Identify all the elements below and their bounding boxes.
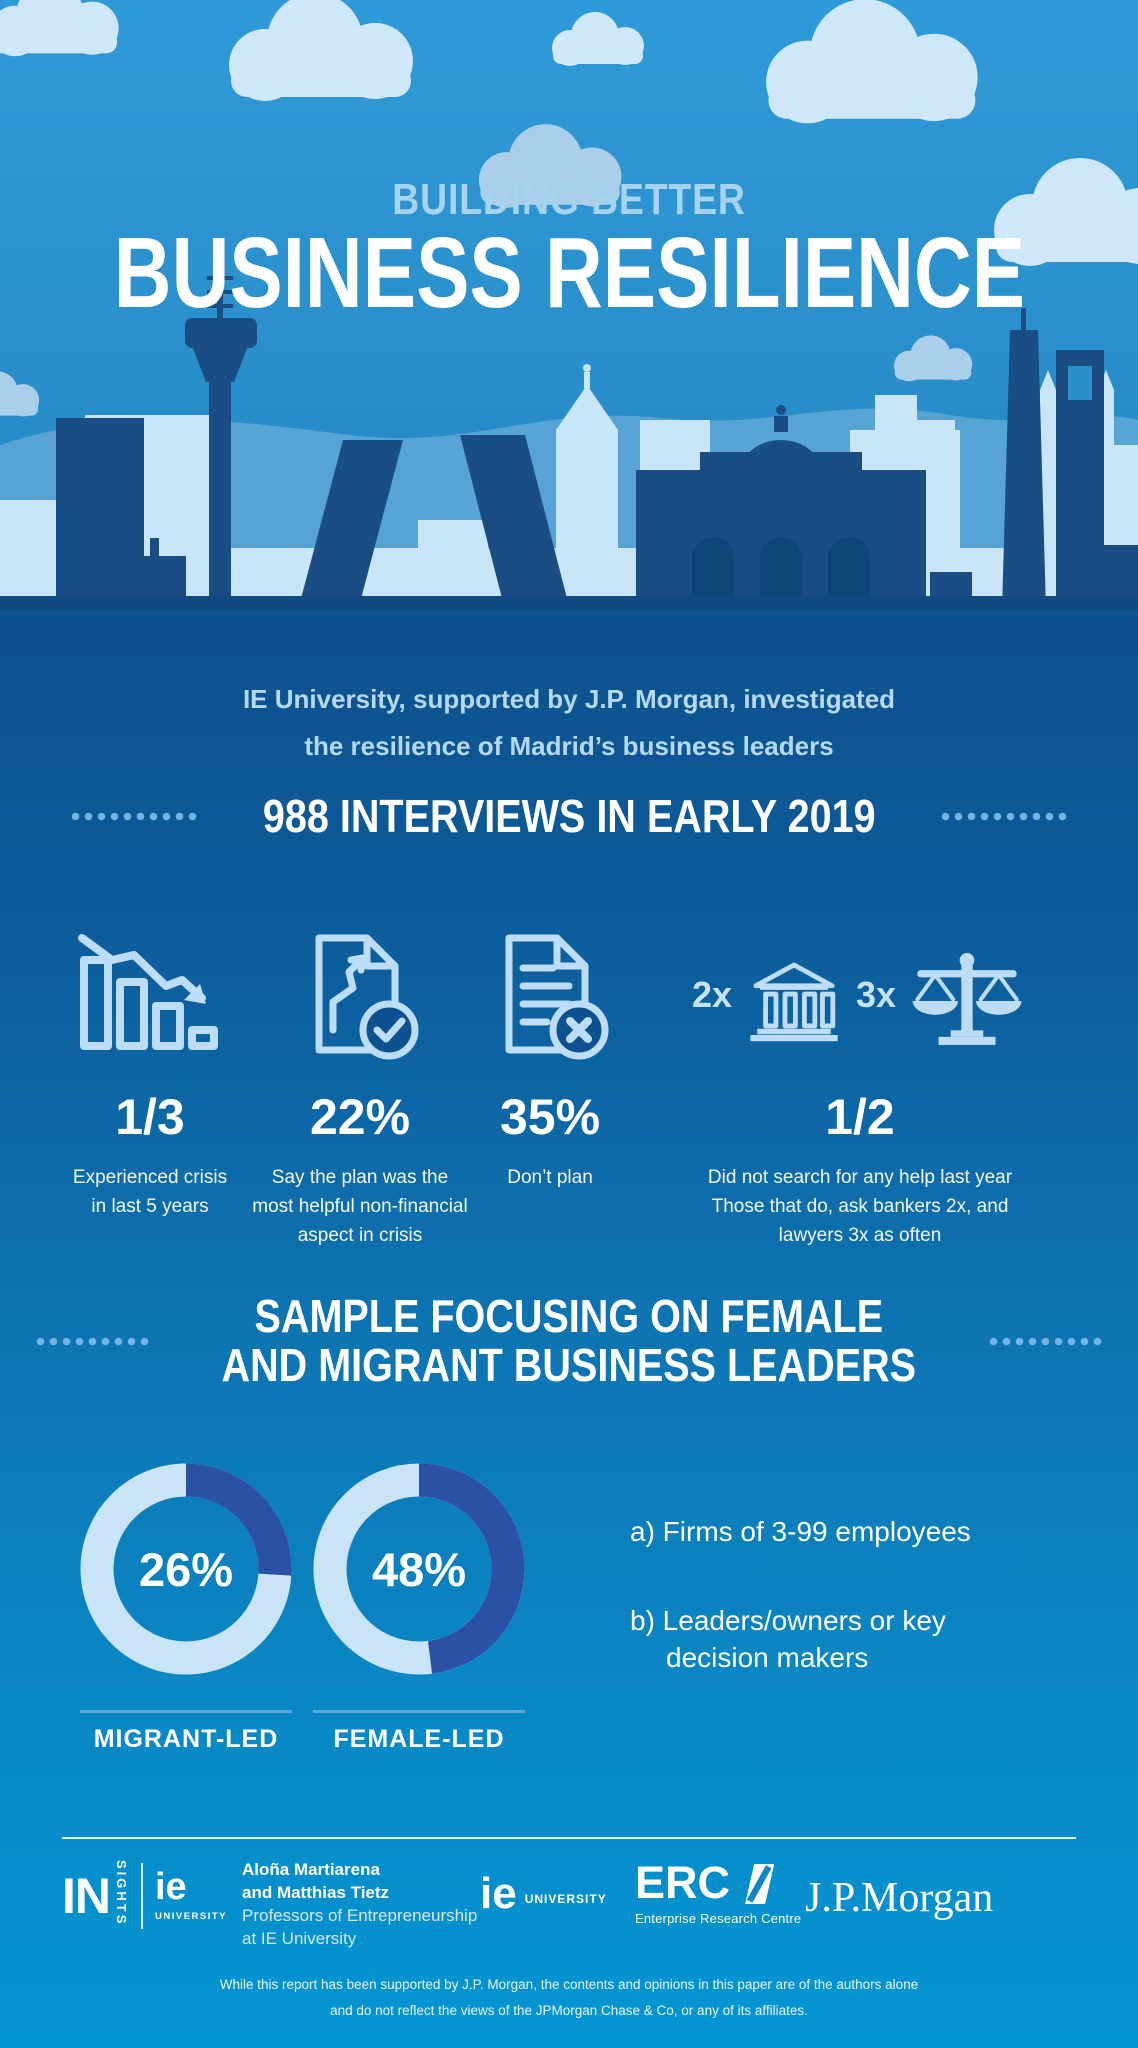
erc-slash-mark-icon xyxy=(745,1864,775,1904)
sample-heading: SAMPLE FOCUSING ON FEMALE AND MIGRANT BU… xyxy=(221,1290,917,1391)
donut-caption-female-led: FEMALE-LED xyxy=(313,1710,525,1754)
sample-criteria-list: a) Firms of 3-99 employees b) Leaders/ow… xyxy=(630,1513,1030,1676)
interviews-heading: 988 INTERVIEWS IN EARLY 2019 xyxy=(262,790,876,842)
stat-value: 1/3 xyxy=(115,1089,185,1145)
disclaimer-text: While this report has been supported by … xyxy=(219,1977,919,2018)
stat-caption: Did not search for any help last year Th… xyxy=(707,1167,1013,1246)
no-plan-document-icon xyxy=(505,934,609,1060)
criteria-item-a: a) Firms of 3-99 employees xyxy=(630,1516,971,1547)
cloud-icon xyxy=(0,0,1138,266)
stat-crisis: 1/3 Experienced crisis in last 5 years xyxy=(55,900,245,1221)
donut-value-label: 48% xyxy=(371,1542,467,1596)
label-rule xyxy=(80,1710,292,1713)
stat-caption: Experienced crisis in last 5 years xyxy=(72,1167,228,1217)
hero-section: BUILDING BETTER BUSINESS RESILIENCE xyxy=(0,0,1138,610)
arch-openings xyxy=(692,537,870,610)
stat-value: 1/2 xyxy=(825,1089,895,1145)
stat-caption: Don’t plan xyxy=(507,1167,593,1188)
stat-value: 22% xyxy=(309,1089,411,1145)
main-content: IE University, supported by J.P. Morgan,… xyxy=(0,610,1138,2048)
page-title: BUSINESS RESILIENCE xyxy=(113,217,1026,329)
stat-dont-plan: 35% Don’t plan xyxy=(465,900,635,1192)
falling-bar-chart-icon xyxy=(78,934,218,1050)
dotted-line-right xyxy=(941,812,1068,821)
label-rule xyxy=(313,1710,525,1713)
scales-of-justice-icon xyxy=(912,953,1022,1045)
stat-value: 35% xyxy=(499,1089,601,1145)
criteria-item-b: b) Leaders/owners or key decision makers xyxy=(630,1605,946,1673)
ie-university-logo: ie UNIVERSITY xyxy=(480,1869,607,1918)
hero-kicker: BUILDING BETTER xyxy=(392,175,746,224)
cloud-icon xyxy=(0,124,973,417)
donut-chart-female-led: 48% xyxy=(309,1459,529,1679)
donut-value-label: 26% xyxy=(138,1542,234,1596)
interviews-heading-row: 988 INTERVIEWS IN EARLY 2019 xyxy=(0,792,1138,841)
footer-divider xyxy=(62,1837,1076,1839)
stat-help-search: 2x 3x xyxy=(645,900,1075,1250)
footer-logos-row: IN SIGHTS ie UNIVERSITY Aloña Martiarena… xyxy=(0,1854,1138,1964)
donut-chart-migrant-led: 26% xyxy=(76,1459,296,1679)
intro-text: IE University, supported by J.P. Morgan,… xyxy=(242,684,896,761)
sample-heading-row: SAMPLE FOCUSING ON FEMALE AND MIGRANT BU… xyxy=(0,1292,1138,1390)
erc-logo: ERC Enterprise Research Centre xyxy=(635,1857,802,1926)
bank-icon xyxy=(750,962,838,1042)
plan-check-document-icon xyxy=(315,934,419,1060)
stat-caption: Say the plan was the most helpful non-fi… xyxy=(252,1167,468,1246)
authors-credit: Aloña Martiarena and Matthias Tietz Prof… xyxy=(242,1860,478,1948)
stat-plan-helpful: 22% Say the plan was the most helpful no… xyxy=(245,900,475,1250)
donut-caption-migrant-led: MIGRANT-LED xyxy=(80,1710,292,1754)
scales-multiplier: 3x xyxy=(856,974,897,1015)
madrid-skyline-illustration xyxy=(0,0,1138,610)
jpmorgan-logo: J.P.Morgan xyxy=(805,1875,994,1921)
dotted-line-left xyxy=(70,812,197,821)
insights-ie-logo: IN SIGHTS ie UNIVERSITY xyxy=(62,1860,227,1932)
bank-multiplier: 2x xyxy=(691,974,732,1015)
dotted-line-left xyxy=(36,1336,150,1346)
dotted-line-right xyxy=(988,1336,1102,1346)
logo-divider xyxy=(141,1863,143,1929)
